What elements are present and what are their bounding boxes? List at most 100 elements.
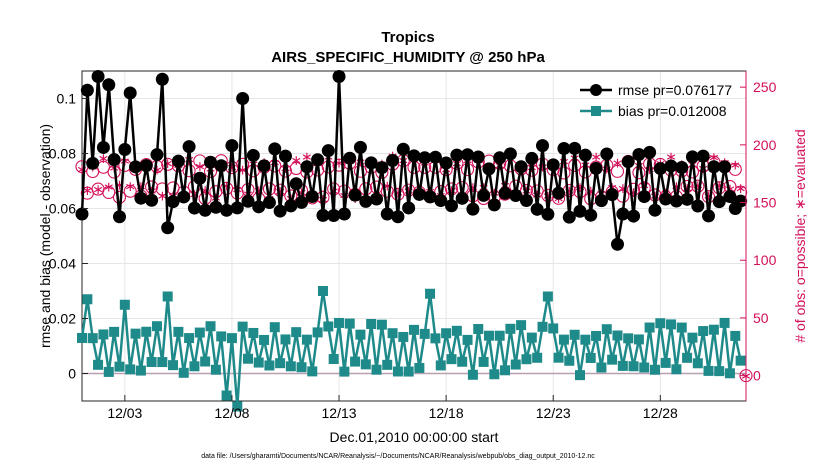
bias-point [521, 354, 532, 365]
rmse-point [75, 207, 89, 221]
rmse-point [643, 145, 657, 159]
rmse-point [418, 151, 432, 165]
obs-possible-point [102, 185, 116, 200]
rmse-point [134, 191, 148, 205]
y-tick-label-left: 0.08 [49, 146, 76, 162]
bias-point [323, 321, 334, 332]
bias-point [483, 330, 494, 341]
rmse-point [112, 210, 126, 224]
bias-point [692, 358, 703, 369]
bias-point [719, 317, 730, 328]
rmse-point [525, 151, 539, 165]
bias-point [612, 330, 623, 341]
rmse-point [659, 192, 673, 206]
obs-evaluated-point: ∗ [729, 158, 741, 174]
bias-point [553, 352, 564, 363]
bias-point [398, 331, 409, 342]
bias-point [633, 334, 644, 345]
obs-evaluated-point: ∗ [708, 150, 720, 166]
rmse-point [632, 147, 646, 161]
rmse-point [482, 162, 496, 176]
bias-point [392, 366, 403, 377]
rmse-point [300, 160, 314, 174]
obs-possible-point [557, 166, 571, 180]
obs-evaluated-point: ∗ [585, 184, 597, 200]
rmse-point [86, 156, 100, 170]
bias-point [360, 359, 371, 370]
rmse-point [204, 155, 218, 169]
obs-possible-point [123, 184, 137, 198]
rmse-point [150, 148, 164, 162]
rmse-point [257, 159, 271, 173]
legend-bias-label: bias pr=0.012008 [618, 103, 727, 119]
x-tick-label: 12/18 [429, 405, 464, 421]
bias-point [494, 330, 505, 341]
rmse-point [332, 70, 346, 83]
y-axis-right: 0 50 100 150 200 250 [740, 71, 777, 401]
bias-point [253, 357, 264, 368]
bias-point [77, 332, 87, 343]
obs-evaluated-point: ∗ [103, 180, 115, 196]
obs-evaluated-point: ∗ [681, 181, 693, 197]
bias-point [210, 364, 221, 375]
obs-evaluated-point: ∗ [665, 149, 677, 165]
rmse-point [220, 203, 234, 217]
bias-point [350, 356, 361, 367]
rmse-point [455, 191, 469, 205]
bias-point [259, 334, 270, 345]
obs-evaluated-point: ∗ [135, 179, 147, 195]
obs-evaluated-point: ∗ [446, 183, 458, 199]
rmse-point [466, 202, 480, 216]
obs-evaluated-point: ∗ [612, 156, 624, 172]
rmse-point [241, 194, 255, 208]
obs-possible-point [332, 158, 346, 172]
legend-rmse-marker [590, 84, 602, 96]
bias-point [703, 365, 714, 376]
rmse-point [230, 201, 244, 215]
x-axis: 12/03 12/08 12/13 12/18 12/23 12/28 [107, 395, 678, 421]
rmse-point [198, 203, 212, 217]
bias-point [382, 359, 393, 370]
bias-point [671, 364, 682, 375]
rmse-point [91, 70, 105, 83]
bias-point [724, 368, 735, 379]
bias-point [189, 361, 200, 372]
bias-point [301, 334, 312, 345]
obs-evaluated-point: ∗ [671, 179, 683, 195]
bias-point [666, 319, 677, 330]
bias-point [660, 357, 671, 368]
bias-point [569, 329, 580, 340]
bias-point [366, 319, 377, 330]
rmse-point [386, 154, 400, 168]
obs-evaluated-point: ∗ [563, 183, 575, 199]
obs-evaluated-point: ∗ [226, 160, 238, 176]
rmse-point [536, 139, 550, 153]
bias-point [467, 369, 478, 380]
rmse-point [262, 196, 276, 210]
bias-point [473, 323, 484, 334]
bias-point [526, 332, 537, 343]
y-tick-label-right: 200 [753, 137, 777, 153]
y-axis-right-label: # of obs: o=possible; ∗=evaluated [792, 129, 808, 342]
rmse-point [161, 221, 175, 235]
obs-possible-point [236, 157, 250, 171]
y-tick-label-right: 250 [753, 79, 777, 95]
obs-evaluated-point: ∗ [290, 153, 302, 169]
rmse-point [594, 194, 608, 208]
y-tick-label-left: 0.04 [49, 256, 76, 272]
bias-point [500, 365, 511, 376]
bias-point [607, 354, 618, 365]
bias-point [264, 360, 275, 371]
rmse-point [509, 189, 523, 203]
rmse-point [519, 193, 533, 207]
bias-point [441, 328, 452, 339]
bias-point [307, 366, 318, 377]
rmse-point [96, 140, 110, 154]
bias-point [162, 291, 173, 302]
rmse-point [423, 190, 437, 204]
bias-point [141, 326, 152, 337]
rmse-point [407, 149, 421, 163]
bias-point [232, 401, 243, 412]
obs-evaluated-point: ∗ [296, 185, 308, 201]
bias-point [628, 361, 639, 372]
